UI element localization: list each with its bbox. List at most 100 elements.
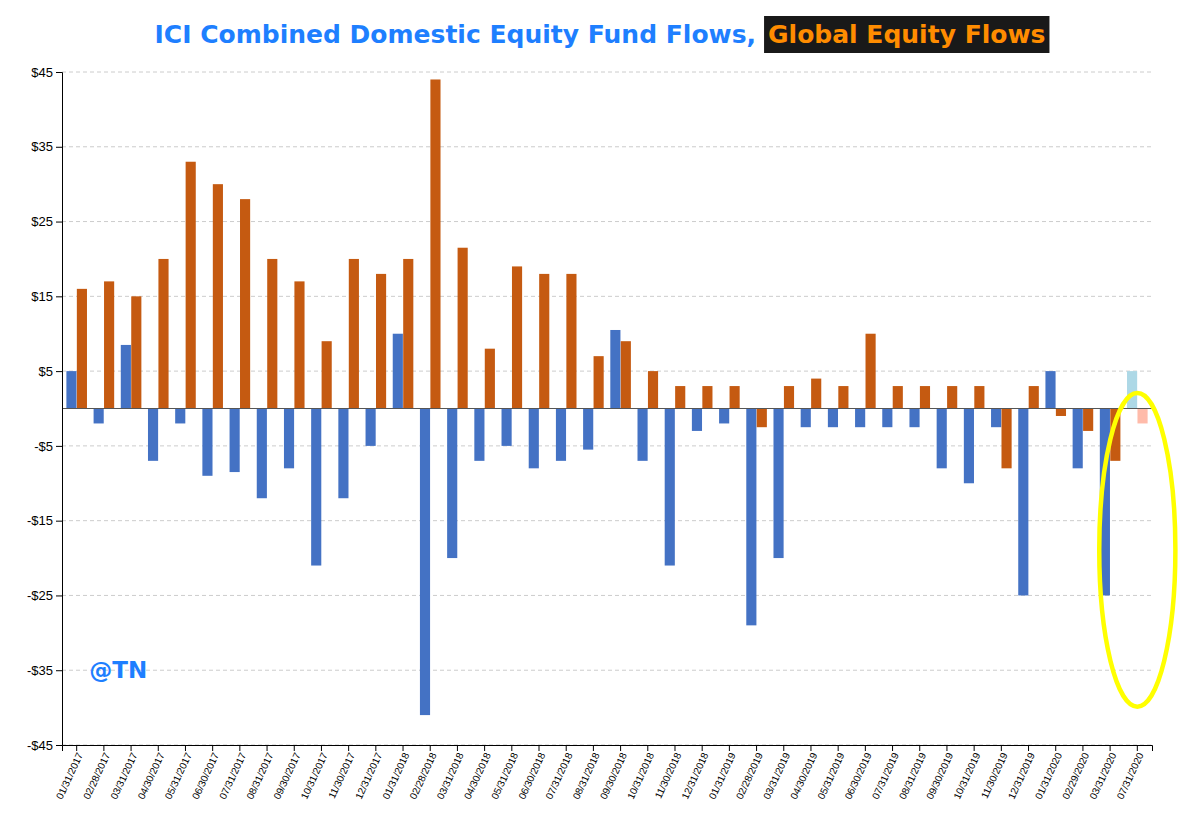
- tick: 11/30/2019: [979, 745, 1010, 800]
- tick-mark: [974, 745, 975, 751]
- tick: $35: [31, 139, 62, 154]
- bar: [920, 386, 930, 408]
- tick-label: 11/30/2018: [653, 750, 684, 800]
- bar: [121, 345, 131, 409]
- bar: [909, 409, 919, 428]
- tick-mark: [783, 745, 784, 751]
- tick: 01/31/2018: [380, 745, 411, 801]
- tick-mark: [892, 745, 893, 751]
- tick-mark: [56, 521, 62, 522]
- tick-label: 11/30/2017: [326, 750, 357, 800]
- bar: [583, 409, 593, 450]
- bar: [773, 409, 783, 559]
- tick-mark: [158, 745, 159, 751]
- tick-mark: [56, 670, 62, 671]
- bar: [1045, 371, 1055, 408]
- tick-label: 08/31/2017: [244, 750, 275, 800]
- title-part: ICI Combined Domestic Equity Fund Flows,: [155, 20, 757, 49]
- tick-mark: [1028, 745, 1029, 751]
- tick: 05/31/2017: [163, 745, 194, 801]
- bar: [746, 409, 756, 626]
- tick-label: 10/31/2018: [625, 750, 656, 800]
- bar: [964, 409, 974, 484]
- bar: [502, 409, 512, 446]
- x-axis: 01/31/201702/28/201703/31/201704/30/2017…: [54, 745, 1153, 801]
- tick-label: 07/31/2017: [217, 750, 248, 800]
- tick-mark: [430, 745, 431, 751]
- bar: [94, 409, 104, 424]
- bar: [621, 341, 631, 408]
- bar: [322, 341, 332, 408]
- bar: [757, 409, 767, 428]
- bar: [1029, 386, 1039, 408]
- tick: 01/31/2020: [1033, 745, 1064, 801]
- grid: [62, 72, 1152, 745]
- tick-label: -$5: [34, 439, 53, 454]
- tick-label: $35: [31, 139, 53, 154]
- tick: 04/30/2018: [462, 745, 493, 801]
- tick-mark: [457, 745, 458, 751]
- axis-line: [63, 746, 1153, 752]
- tick-label: 03/31/2020: [1087, 750, 1118, 800]
- tick-mark: [865, 745, 866, 751]
- tick-label: 12/31/2018: [679, 750, 710, 800]
- bar: [692, 409, 702, 431]
- tick: 01/31/2017: [54, 745, 85, 801]
- tick: 01/31/2019: [707, 745, 738, 801]
- tick-label: $25: [31, 214, 53, 229]
- bar: [213, 184, 223, 408]
- bar: [186, 162, 196, 409]
- tick: 09/30/2018: [598, 745, 629, 801]
- tick-label: $15: [31, 289, 53, 304]
- tick-label: 07/31/2019: [870, 750, 901, 800]
- tick: -$35: [27, 663, 62, 678]
- tick-label: 03/31/2018: [435, 750, 466, 800]
- tick-label: 02/28/2019: [734, 750, 765, 800]
- tick-mark: [56, 222, 62, 223]
- tick-mark: [185, 745, 186, 751]
- tick-mark: [838, 745, 839, 751]
- bar: [947, 386, 957, 408]
- tick-label: 12/31/2019: [1006, 750, 1037, 800]
- tick: 05/31/2018: [489, 745, 520, 801]
- tick: 11/30/2018: [653, 745, 684, 800]
- tick-mark: [702, 745, 703, 751]
- bar: [284, 409, 294, 469]
- axis-line: [56, 73, 63, 746]
- tick: 06/30/2019: [843, 745, 874, 801]
- tick: 12/31/2019: [1006, 745, 1037, 801]
- highlight: [1099, 393, 1175, 707]
- bar: [311, 409, 321, 566]
- bar: [257, 409, 267, 499]
- tick-label: 07/31/2020: [1115, 750, 1146, 800]
- annotation: @TN: [89, 657, 147, 683]
- tick-mark: [56, 595, 62, 596]
- tick-mark: [131, 745, 132, 751]
- tick-label: 05/31/2019: [815, 750, 846, 800]
- tick: 10/31/2017: [299, 745, 330, 801]
- bar: [66, 371, 76, 408]
- bar: [801, 409, 811, 428]
- tick: 07/31/2019: [870, 745, 901, 801]
- bar: [393, 334, 403, 409]
- tick-label: 12/31/2017: [353, 750, 384, 800]
- tick-mark: [321, 745, 322, 751]
- bar: [474, 409, 484, 461]
- tick-label: 06/30/2017: [190, 750, 221, 800]
- tick-label: 03/31/2019: [761, 750, 792, 800]
- bar: [539, 274, 549, 409]
- tick: 08/31/2017: [244, 745, 275, 801]
- bar: [1001, 409, 1011, 469]
- bar: [556, 409, 566, 461]
- bar: [828, 409, 838, 428]
- bar: [991, 409, 1001, 428]
- tick-mark: [593, 745, 594, 751]
- tick: 06/30/2018: [516, 745, 547, 801]
- tick-label: 04/30/2017: [135, 750, 166, 800]
- tick: 07/31/2018: [543, 745, 574, 801]
- bar: [1127, 371, 1137, 408]
- tick: 08/31/2019: [897, 745, 928, 801]
- tick-mark: [1001, 745, 1002, 751]
- bar: [447, 409, 457, 559]
- bar: [420, 409, 430, 716]
